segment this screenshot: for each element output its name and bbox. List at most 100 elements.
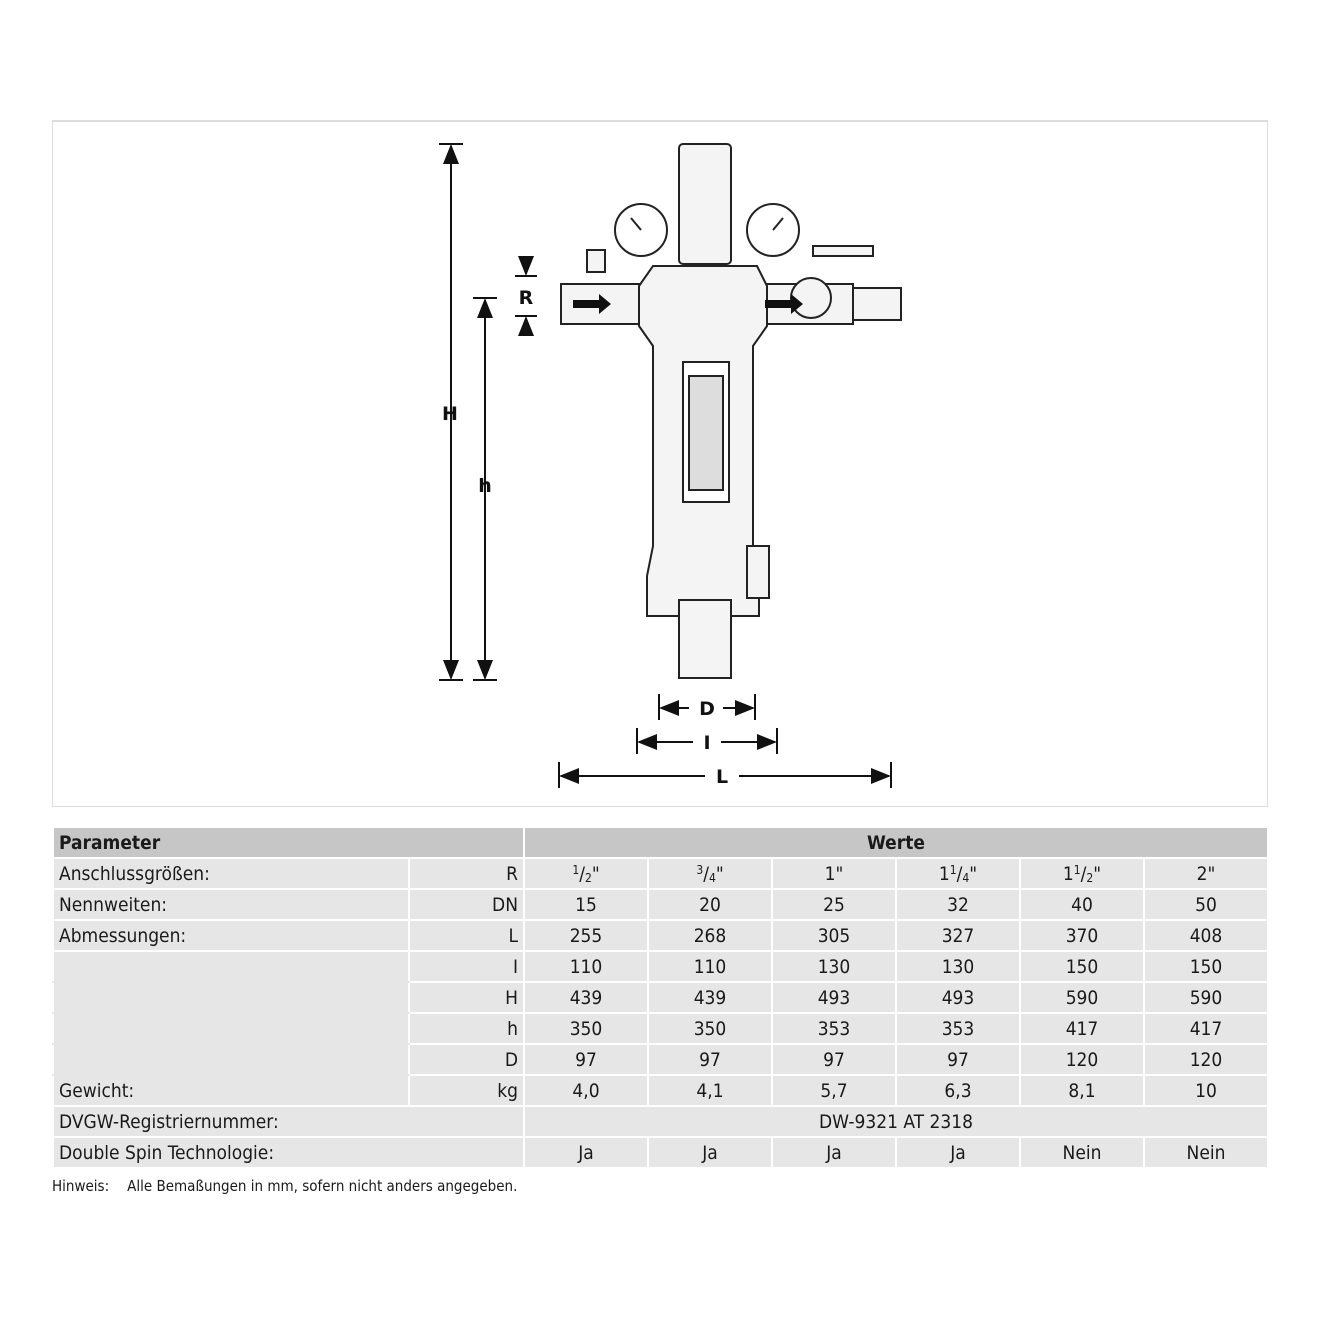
row-label <box>52 1043 410 1076</box>
row-unit: h <box>408 1012 525 1045</box>
note-text: Alle Bemaßungen in mm, sofern nicht ande… <box>127 1177 518 1195</box>
table-row: D 97 97 97 97 120 120 <box>52 1043 1269 1076</box>
table-cell: 150 <box>1019 950 1145 983</box>
table-cell: 50 <box>1143 888 1269 921</box>
table-cell: 11/4" <box>895 857 1021 890</box>
row-unit: L <box>408 919 525 952</box>
table-cell: 8,1 <box>1019 1074 1145 1107</box>
table-cell: Ja <box>895 1136 1021 1169</box>
table-cell: 97 <box>895 1043 1021 1076</box>
dvgw-number: DW-9321 AT 2318 <box>523 1105 1269 1138</box>
table-cell: 11/2" <box>1019 857 1145 890</box>
table-cell: 97 <box>523 1043 649 1076</box>
dimension-label-L: L <box>716 766 728 788</box>
table-cell: 130 <box>771 950 897 983</box>
table-cell: 110 <box>523 950 649 983</box>
table-cell: 120 <box>1019 1043 1145 1076</box>
table-cell: 97 <box>771 1043 897 1076</box>
table-row: Nennweiten: DN 15 20 25 32 40 50 <box>52 888 1269 921</box>
table-cell: 3/4" <box>647 857 773 890</box>
table-cell: 353 <box>771 1012 897 1045</box>
note: Hinweis: Alle Bemaßungen in mm, sofern ni… <box>52 1177 535 1195</box>
table-cell: 353 <box>895 1012 1021 1045</box>
table-row: Anschlussgrößen: R 1/2" 3/4" 1" 11/4" 11/2" 2" <box>52 857 1269 890</box>
row-label: Anschlussgrößen: <box>52 857 410 890</box>
table-cell: 493 <box>771 981 897 1014</box>
table-cell: 2" <box>1143 857 1269 890</box>
row-label <box>52 981 410 1014</box>
table-cell: 120 <box>1143 1043 1269 1076</box>
header-values: Werte <box>523 826 1269 859</box>
table-row-dvgw: DVGW-Registriernummer: DW-9321 AT 2318 <box>52 1105 1269 1138</box>
technical-drawing: H h R D I L <box>52 120 1268 807</box>
row-label: Nennweiten: <box>52 888 410 921</box>
row-unit: I <box>408 950 525 983</box>
row-label: DVGW-Registriernummer: <box>52 1105 525 1138</box>
header-parameter: Parameter <box>52 826 525 859</box>
row-label <box>52 950 410 983</box>
specifications-table: Parameter Werte Anschlussgrößen: R 1/2" 3/4… <box>52 826 1269 1169</box>
dimension-label-R: R <box>519 287 534 309</box>
table-row-spin: Double Spin Technologie: Ja Ja Ja Ja Nein Nein <box>52 1136 1269 1169</box>
table-cell: 255 <box>523 919 649 952</box>
row-unit: kg <box>408 1074 525 1107</box>
table-row: Gewicht: kg 4,0 4,1 5,7 6,3 8,1 10 <box>52 1074 1269 1107</box>
table-cell: 15 <box>523 888 649 921</box>
table-cell: 493 <box>895 981 1021 1014</box>
row-unit: H <box>408 981 525 1014</box>
row-unit: DN <box>408 888 525 921</box>
table-cell: 6,3 <box>895 1074 1021 1107</box>
filter-body <box>560 143 902 679</box>
dimension-label-I: I <box>703 732 710 754</box>
flow-arrows <box>573 294 803 314</box>
table-cell: 4,0 <box>523 1074 649 1107</box>
table-cell: 97 <box>647 1043 773 1076</box>
note-label: Hinweis: <box>52 1177 110 1195</box>
filter-cross-section-drawing: H h R D I L <box>439 143 902 788</box>
table-cell: 350 <box>523 1012 649 1045</box>
dimension-label-D: D <box>699 698 715 720</box>
table-row: H 439 439 493 493 590 590 <box>52 981 1269 1014</box>
row-label: Gewicht: <box>52 1074 410 1107</box>
row-label: Double Spin Technologie: <box>52 1136 525 1169</box>
table-cell: 4,1 <box>647 1074 773 1107</box>
row-label: Abmessungen: <box>52 919 410 952</box>
table-cell: 590 <box>1143 981 1269 1014</box>
table-cell: 350 <box>647 1012 773 1045</box>
row-label <box>52 1012 410 1045</box>
table-cell: 32 <box>895 888 1021 921</box>
table-cell: 5,7 <box>771 1074 897 1107</box>
table-cell: 268 <box>647 919 773 952</box>
table-cell: 370 <box>1019 919 1145 952</box>
table-cell: Nein <box>1143 1136 1269 1169</box>
table-cell: 150 <box>1143 950 1269 983</box>
table-cell: Ja <box>523 1136 649 1169</box>
table-cell: Nein <box>1019 1136 1145 1169</box>
row-unit: D <box>408 1043 525 1076</box>
table-cell: 130 <box>895 950 1021 983</box>
dimension-label-h: h <box>478 475 492 497</box>
table-row: Abmessungen: L 255 268 305 327 370 408 <box>52 919 1269 952</box>
table-cell: Ja <box>647 1136 773 1169</box>
dimension-label-H: H <box>442 403 458 425</box>
table-cell: 20 <box>647 888 773 921</box>
table-cell: 408 <box>1143 919 1269 952</box>
table-cell: 327 <box>895 919 1021 952</box>
table-cell: 10 <box>1143 1074 1269 1107</box>
table-cell: 417 <box>1143 1012 1269 1045</box>
table-cell: 110 <box>647 950 773 983</box>
table-cell: 590 <box>1019 981 1145 1014</box>
table-cell: 1/2" <box>523 857 649 890</box>
table-cell: 25 <box>771 888 897 921</box>
table-cell: 305 <box>771 919 897 952</box>
table-cell: 417 <box>1019 1012 1145 1045</box>
table-cell: Ja <box>771 1136 897 1169</box>
table-cell: 1" <box>771 857 897 890</box>
table-row: h 350 350 353 353 417 417 <box>52 1012 1269 1045</box>
table-row: I 110 110 130 130 150 150 <box>52 950 1269 983</box>
dimension-lines <box>439 143 892 788</box>
table-header: Parameter Werte <box>52 826 1269 859</box>
table-cell: 40 <box>1019 888 1145 921</box>
table-cell: 439 <box>647 981 773 1014</box>
row-unit: R <box>408 857 525 890</box>
